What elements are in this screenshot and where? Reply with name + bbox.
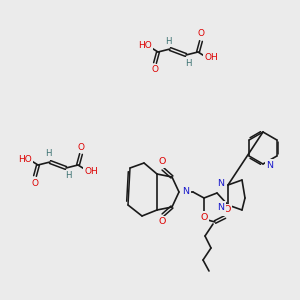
Text: HO: HO	[18, 154, 32, 164]
Text: H: H	[65, 172, 71, 181]
Text: H: H	[45, 149, 51, 158]
Text: N: N	[218, 178, 224, 188]
Text: O: O	[158, 158, 166, 166]
Text: O: O	[152, 65, 158, 74]
Text: O: O	[200, 212, 208, 221]
Text: H: H	[185, 58, 191, 68]
Text: N: N	[266, 160, 274, 169]
Text: O: O	[32, 178, 38, 188]
Text: N: N	[182, 188, 190, 196]
Text: O: O	[223, 206, 231, 214]
Text: O: O	[77, 142, 85, 152]
Text: HO: HO	[138, 41, 152, 50]
Text: OH: OH	[84, 167, 98, 176]
Text: OH: OH	[204, 53, 218, 62]
Text: H: H	[165, 37, 171, 46]
Text: O: O	[197, 29, 205, 38]
Text: O: O	[158, 218, 166, 226]
Text: N: N	[218, 202, 224, 211]
